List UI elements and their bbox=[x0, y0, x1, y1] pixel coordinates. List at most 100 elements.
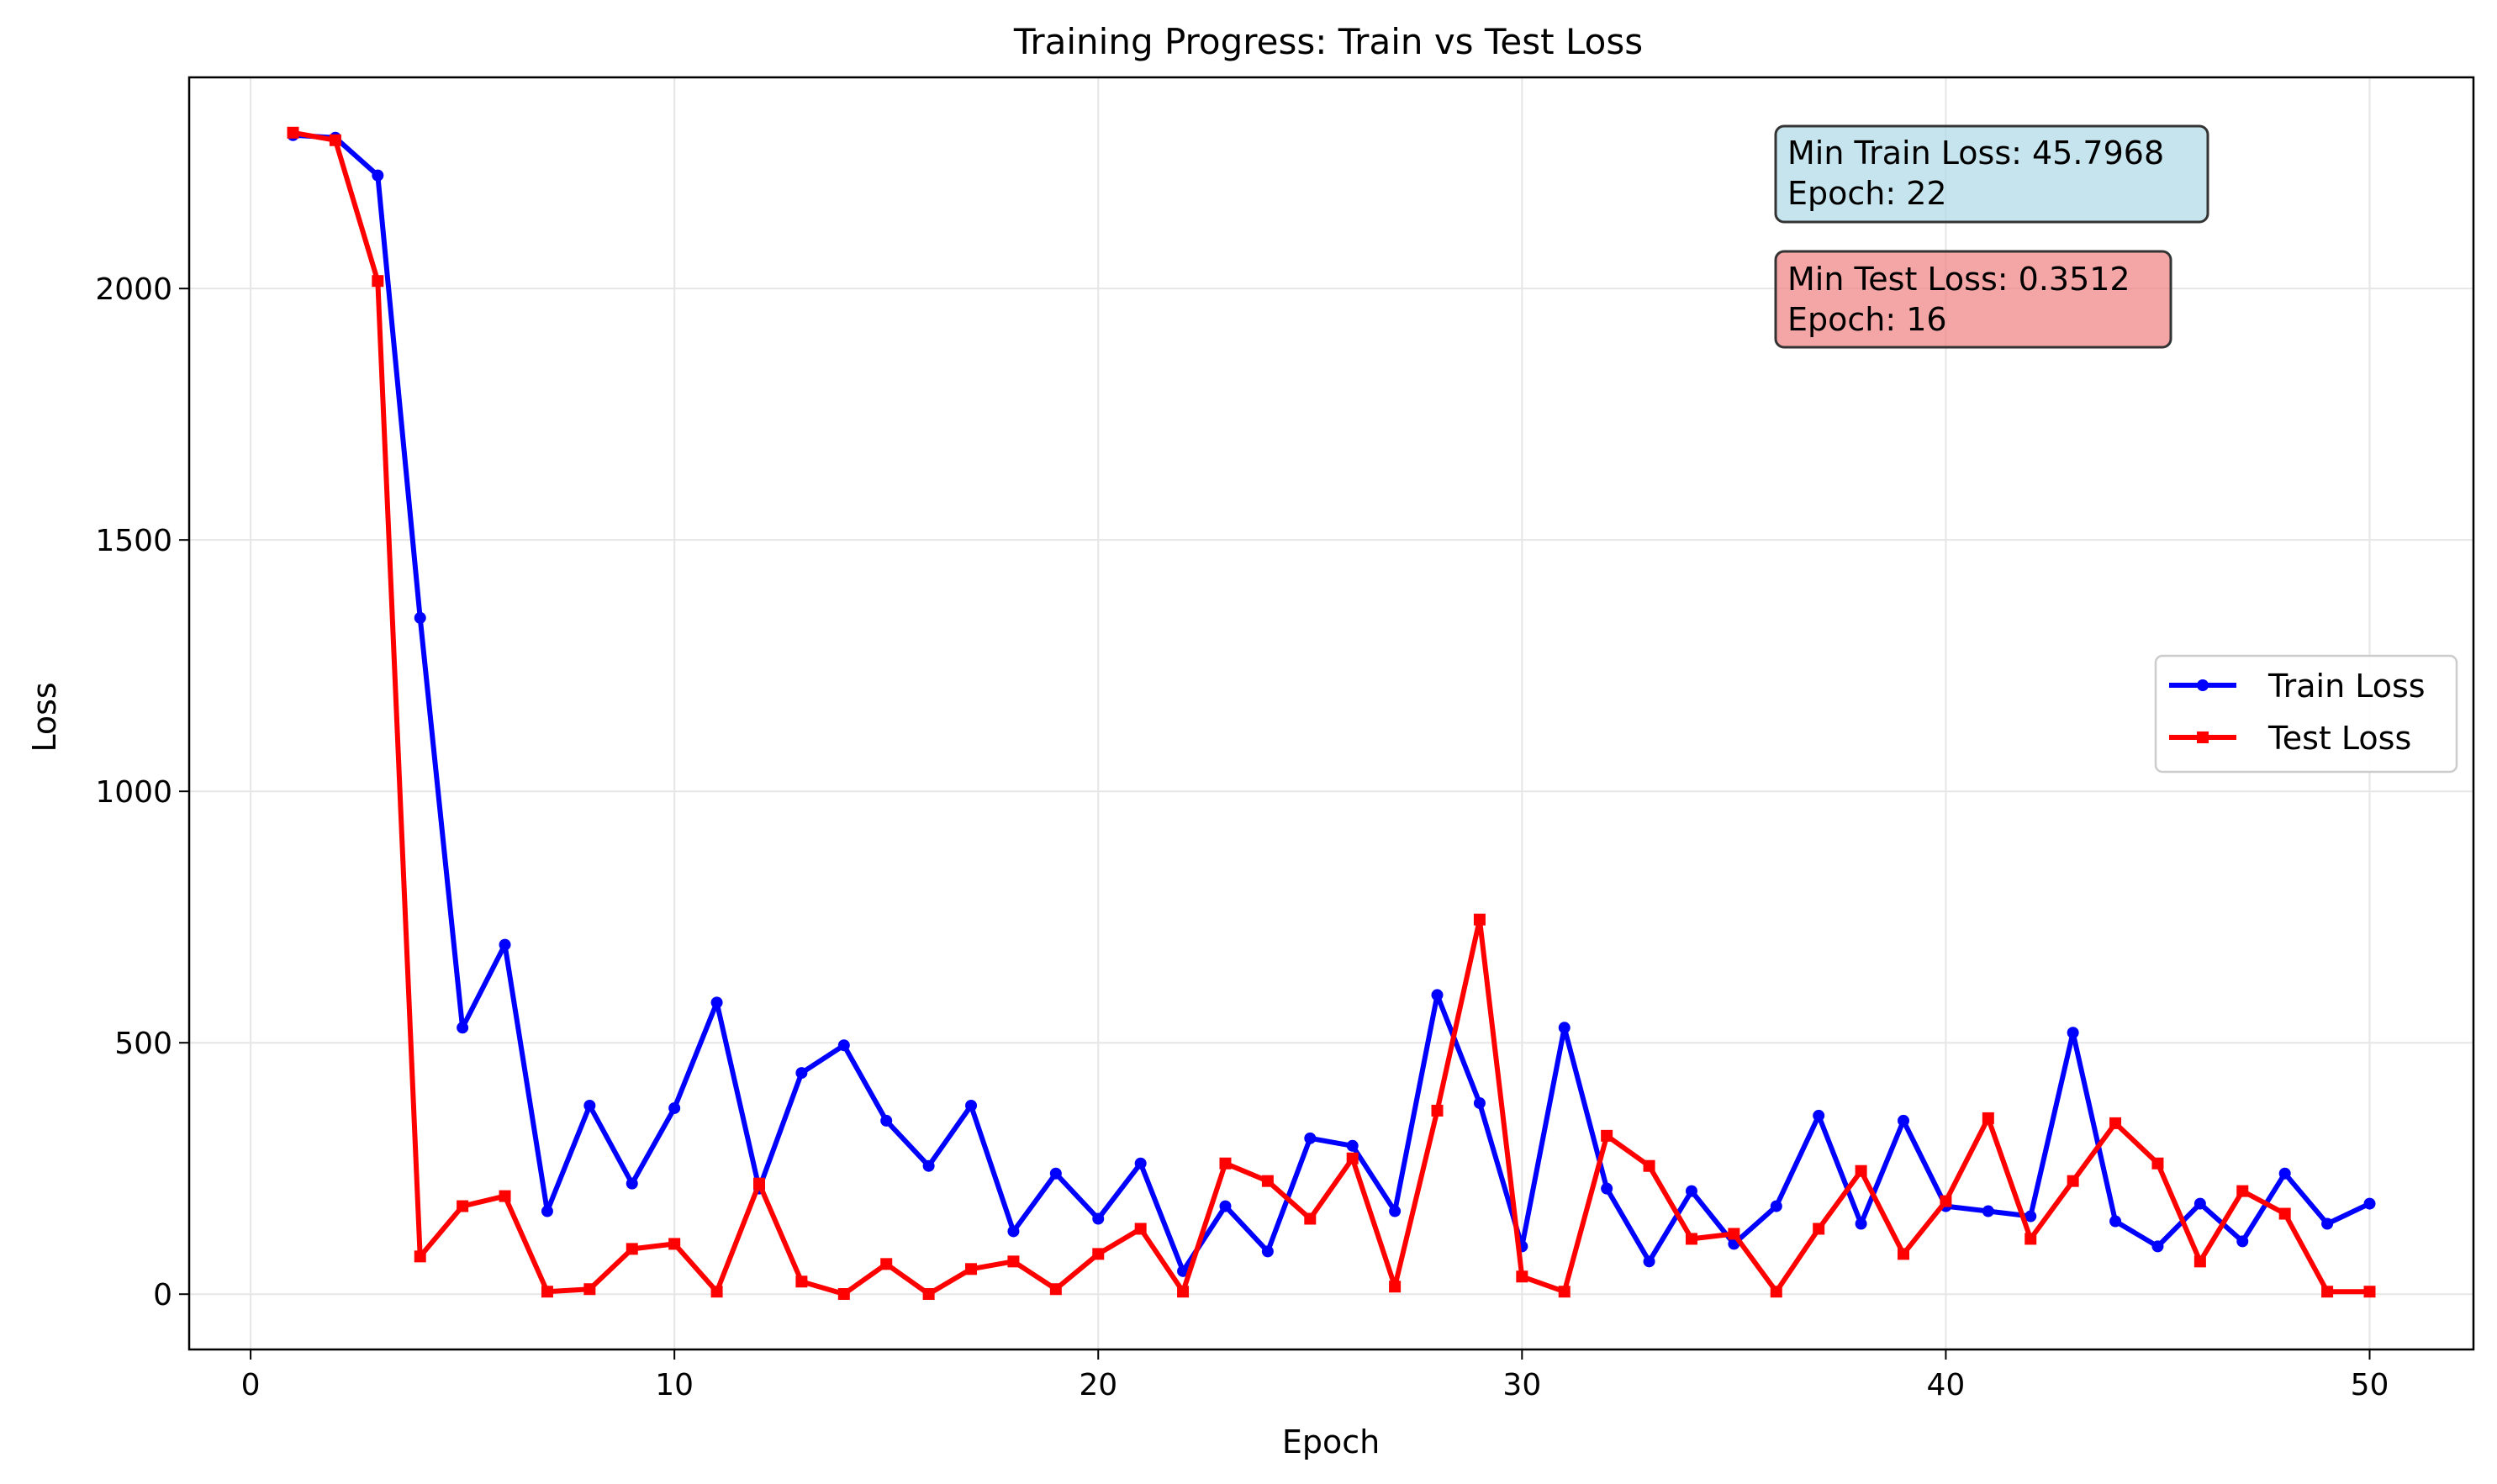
annotation-min-test: Min Test Loss: 0.3512 Epoch: 16 bbox=[1774, 250, 2172, 349]
test-loss-point bbox=[2236, 1185, 2249, 1197]
test-loss-point bbox=[1855, 1164, 1867, 1177]
test-loss-point bbox=[837, 1288, 850, 1301]
test-loss-point bbox=[1431, 1104, 1444, 1117]
test-loss-point bbox=[329, 134, 341, 146]
test-loss-point bbox=[1643, 1159, 1655, 1172]
train-loss-point bbox=[710, 996, 723, 1009]
annotation-min-train: Min Train Loss: 45.7968 Epoch: 22 bbox=[1774, 124, 2209, 224]
train-loss-point bbox=[965, 1099, 978, 1112]
test-loss-point bbox=[1770, 1286, 1782, 1298]
train-loss-point bbox=[2363, 1197, 2376, 1210]
test-loss-point bbox=[414, 1250, 426, 1263]
series-layer bbox=[287, 126, 2376, 1301]
train-loss-point bbox=[1219, 1200, 1232, 1212]
test-loss-point bbox=[1516, 1270, 1528, 1283]
legend-test-label: Test Loss bbox=[2267, 720, 2411, 757]
test-loss-point bbox=[2193, 1255, 2206, 1268]
y-axis-label: Loss bbox=[26, 682, 63, 752]
legend-train-label: Train Loss bbox=[2267, 668, 2426, 705]
test-loss-point bbox=[583, 1283, 596, 1296]
train-loss-point bbox=[2025, 1210, 2037, 1223]
train-loss-point bbox=[880, 1114, 893, 1127]
legend-test-marker bbox=[2197, 731, 2209, 743]
annotation-min-train-line2: Epoch: 22 bbox=[1787, 175, 1947, 212]
test-loss-point bbox=[626, 1243, 638, 1255]
train-loss-point bbox=[583, 1099, 596, 1112]
test-loss-point bbox=[922, 1288, 935, 1301]
test-loss-line bbox=[290, 129, 2373, 1297]
test-loss-point bbox=[457, 1200, 469, 1212]
plot-frame bbox=[187, 76, 2475, 1351]
test-loss-point bbox=[1346, 1152, 1359, 1164]
test-loss-point bbox=[1304, 1212, 1317, 1225]
train-loss-point bbox=[1813, 1109, 1825, 1122]
train-loss-point bbox=[2321, 1217, 2334, 1230]
test-loss-point bbox=[1219, 1157, 1232, 1170]
test-loss-point bbox=[795, 1275, 808, 1288]
test-loss-point bbox=[499, 1190, 511, 1202]
train-loss-point bbox=[837, 1039, 850, 1052]
test-loss-point bbox=[1898, 1248, 1910, 1260]
train-loss-point bbox=[2193, 1197, 2206, 1210]
train-loss-point bbox=[2109, 1215, 2122, 1228]
train-loss-point bbox=[372, 169, 384, 182]
x-tick-label: 40 bbox=[1927, 1368, 1966, 1402]
x-tick-label: 10 bbox=[655, 1368, 694, 1402]
test-loss-point bbox=[1389, 1281, 1402, 1293]
test-loss-point bbox=[372, 275, 384, 288]
train-loss-point bbox=[1261, 1245, 1274, 1258]
test-loss-point bbox=[2278, 1207, 2291, 1220]
test-loss-point bbox=[752, 1177, 765, 1190]
x-tick-label: 0 bbox=[241, 1368, 261, 1402]
annotation-min-test-line1: Min Test Loss: 0.3512 bbox=[1787, 261, 2130, 298]
train-loss-point bbox=[626, 1177, 638, 1190]
train-loss-point bbox=[1982, 1205, 1994, 1217]
chart-title: Training Progress: Train vs Test Loss bbox=[1013, 21, 1643, 62]
test-loss-point bbox=[1473, 913, 1486, 926]
test-loss-point bbox=[1813, 1223, 1825, 1235]
test-loss-point bbox=[1007, 1255, 1020, 1268]
train-loss-point bbox=[1898, 1114, 1910, 1127]
x-tick-label: 30 bbox=[1502, 1368, 1541, 1402]
annotation-min-test-line2: Epoch: 16 bbox=[1787, 301, 1947, 338]
train-loss-point bbox=[499, 938, 511, 951]
test-loss-point bbox=[1092, 1248, 1105, 1260]
train-loss-point bbox=[668, 1101, 681, 1114]
train-loss-point bbox=[541, 1205, 553, 1217]
train-loss-point bbox=[1092, 1212, 1105, 1225]
train-loss-point bbox=[2236, 1235, 2249, 1248]
train-loss-point bbox=[1007, 1225, 1020, 1238]
test-loss-point bbox=[2025, 1233, 2037, 1245]
test-loss-point bbox=[1261, 1175, 1274, 1187]
test-loss-point bbox=[2321, 1286, 2334, 1298]
test-loss-point bbox=[2109, 1117, 2122, 1129]
y-tick-label: 1000 bbox=[95, 775, 172, 810]
train-loss-point bbox=[1855, 1217, 1867, 1230]
train-loss-point bbox=[1558, 1022, 1571, 1034]
test-loss-point bbox=[2151, 1157, 2164, 1170]
train-loss-point bbox=[2151, 1240, 2164, 1253]
train-loss-point bbox=[1601, 1182, 1613, 1195]
test-loss-point bbox=[710, 1286, 723, 1298]
x-tick-label: 20 bbox=[1079, 1368, 1117, 1402]
train-loss-point bbox=[1304, 1132, 1317, 1144]
test-loss-point bbox=[1940, 1195, 1952, 1207]
test-loss-point bbox=[2363, 1286, 2376, 1298]
y-tick-label: 0 bbox=[153, 1278, 172, 1312]
y-tick-label: 500 bbox=[114, 1027, 172, 1061]
test-loss-point bbox=[287, 126, 299, 139]
annotation-min-test-box bbox=[1774, 250, 2172, 349]
y-tick-label: 1500 bbox=[95, 524, 172, 558]
train-loss-point bbox=[922, 1159, 935, 1172]
train-loss-point bbox=[414, 611, 426, 624]
test-loss-point bbox=[1134, 1223, 1147, 1235]
train-loss-point bbox=[1134, 1157, 1147, 1170]
test-loss-point bbox=[965, 1263, 978, 1275]
test-loss-point bbox=[1049, 1283, 1062, 1296]
test-loss-point bbox=[880, 1258, 893, 1270]
train-loss-point bbox=[1177, 1265, 1190, 1277]
train-loss-point bbox=[1473, 1096, 1486, 1109]
